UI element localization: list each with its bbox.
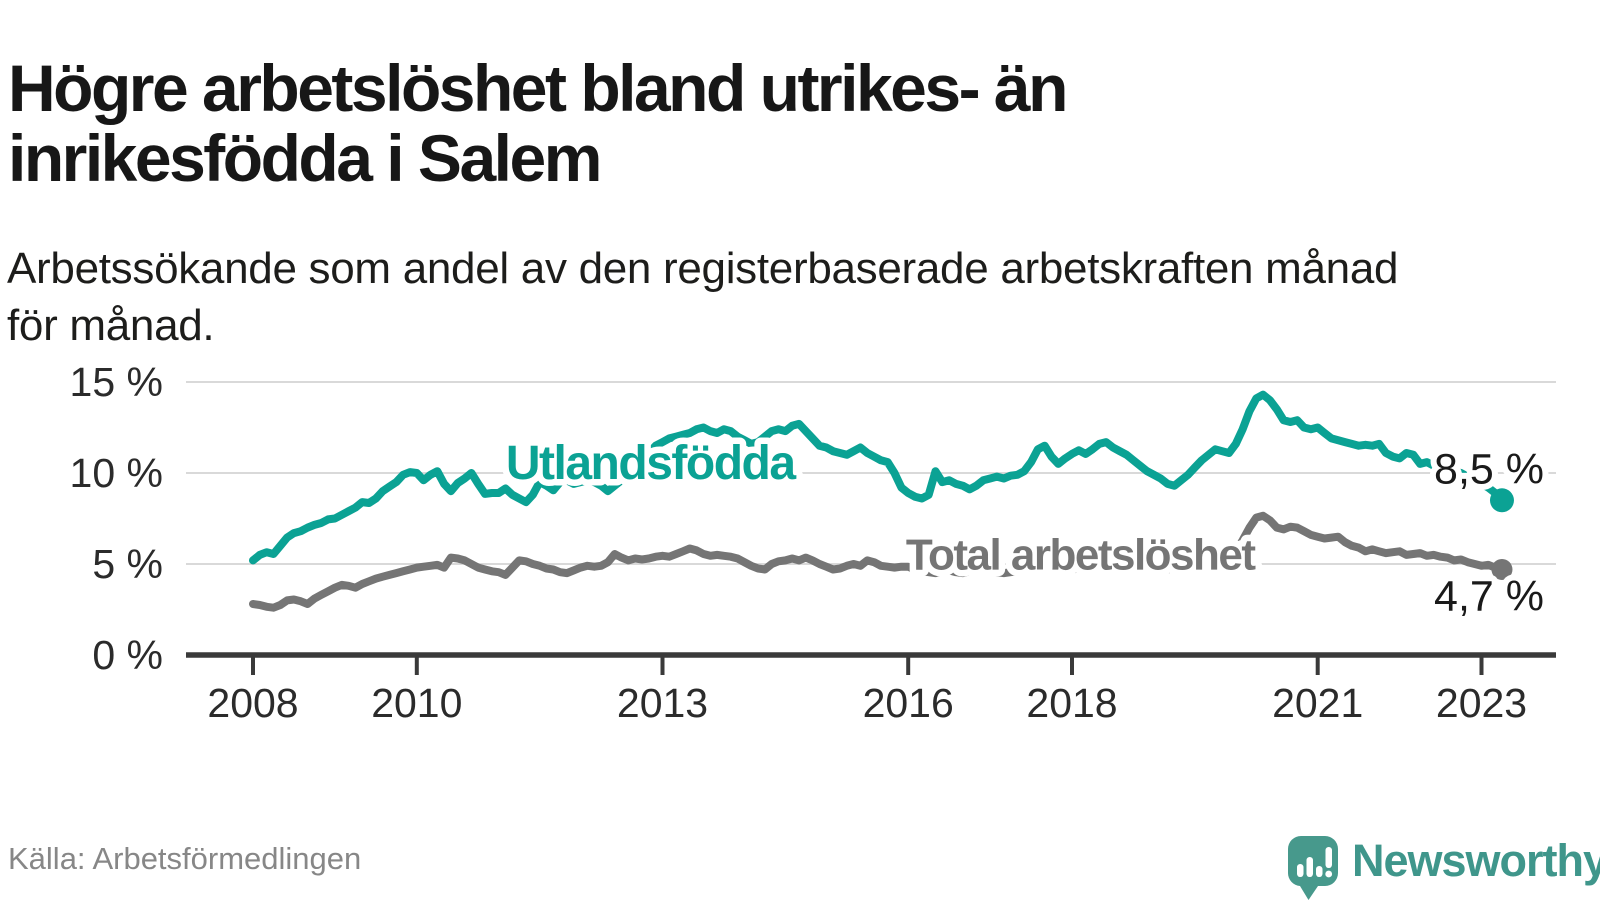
newsworthy-wordmark: Newsworthy: [1352, 835, 1600, 886]
x-tick-label: 2021: [1272, 680, 1363, 726]
y-tick-label: 0 %: [92, 632, 163, 678]
chart-subtitle: Arbetssökande som andel av den registerb…: [7, 240, 1577, 354]
x-tick-label: 2010: [371, 680, 462, 726]
series-end-value-label: 8,5 %: [1434, 445, 1544, 493]
newsworthy-logo-icon: [1288, 836, 1338, 900]
x-tick-label: 2023: [1436, 680, 1527, 726]
page-title: Högre arbetslöshet bland utrikes- än inri…: [8, 54, 1568, 193]
series-end-dot: [1489, 488, 1514, 513]
series-label: Total arbetslöshet: [906, 530, 1257, 579]
title-line-2: inrikesfödda i Salem: [8, 120, 602, 195]
subtitle-line-1: Arbetssökande som andel av den registerb…: [7, 244, 1399, 293]
x-tick-label: 2016: [863, 680, 954, 726]
y-tick-label: 5 %: [92, 541, 163, 587]
subtitle-line-2: för månad.: [7, 301, 215, 351]
x-tick-label: 2013: [617, 680, 708, 726]
x-tick-label: 2008: [207, 680, 298, 726]
series-label: Utlandsfödda: [506, 437, 796, 490]
series-line-foreign-born: [249, 390, 1506, 565]
title-line-1: Högre arbetslöshet bland utrikes- än: [8, 51, 1068, 126]
x-tick-label: 2018: [1026, 680, 1117, 726]
y-tick-label: 15 %: [70, 359, 163, 405]
y-tick-label: 10 %: [70, 450, 163, 496]
series-line-total: [249, 511, 1506, 612]
newsworthy-logo: Newsworthy: [1288, 835, 1600, 900]
series-end-dot: [1491, 558, 1513, 580]
series-end-value-label: 4,7 %: [1434, 572, 1544, 620]
source-attribution: Källa: Arbetsförmedlingen: [8, 841, 362, 876]
